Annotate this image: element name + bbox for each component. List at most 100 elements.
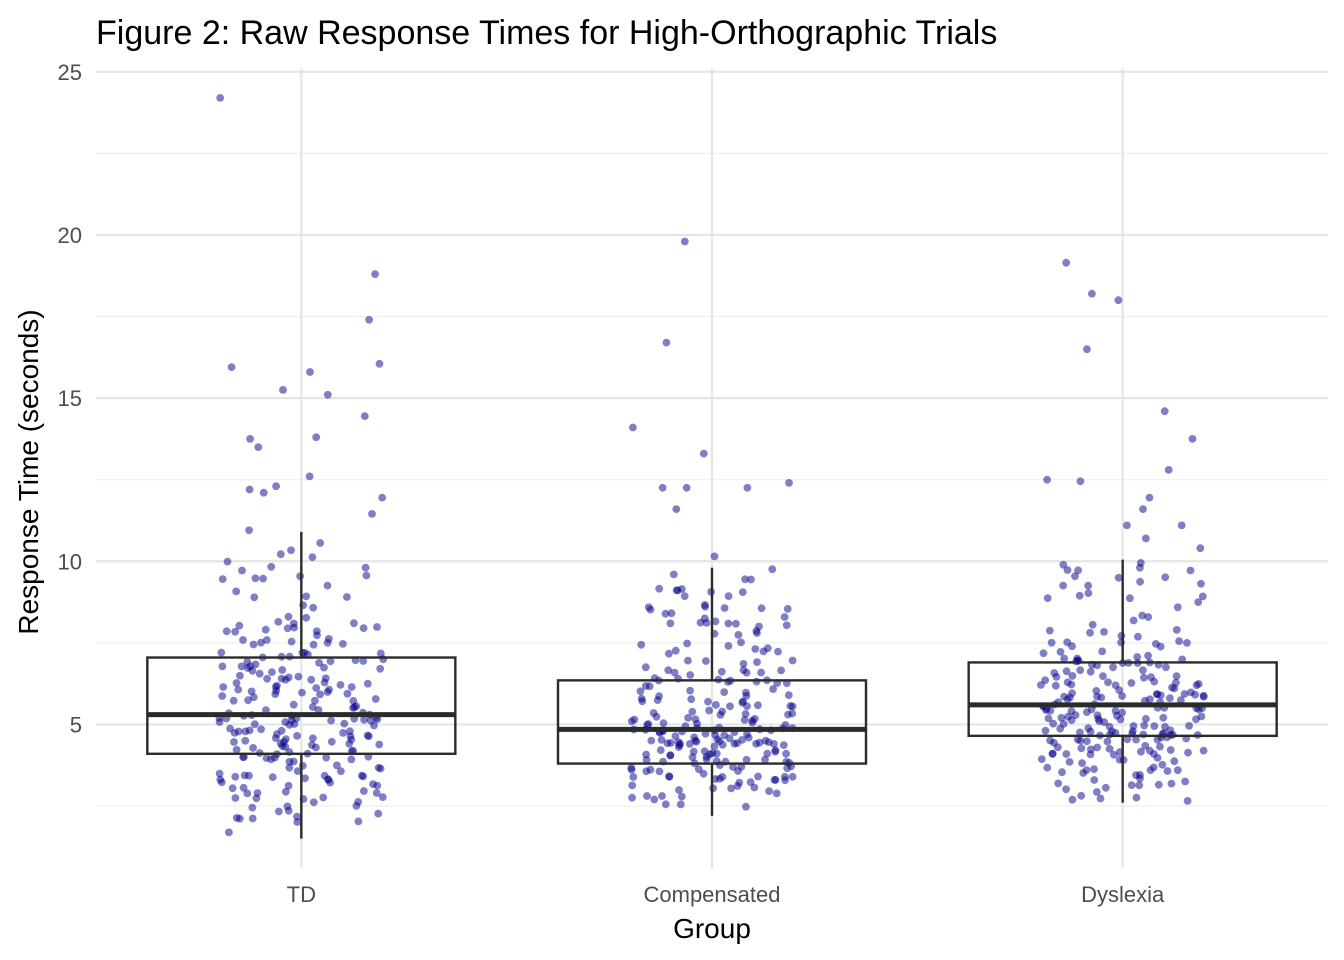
- data-point: [629, 423, 637, 432]
- data-point: [694, 765, 703, 774]
- data-point: [649, 709, 658, 717]
- data-point: [1043, 475, 1051, 484]
- data-point: [1153, 690, 1161, 699]
- data-point: [1090, 765, 1098, 773]
- data-point: [248, 666, 257, 675]
- data-point: [1059, 560, 1068, 569]
- data-point: [1039, 649, 1048, 658]
- data-point: [1068, 642, 1076, 651]
- data-point: [675, 786, 683, 794]
- data-point: [1114, 573, 1123, 582]
- data-point: [287, 546, 295, 555]
- data-point: [1077, 744, 1086, 753]
- data-point: [290, 623, 298, 632]
- data-point: [788, 656, 797, 665]
- data-point: [1170, 757, 1179, 766]
- data-point: [706, 750, 714, 759]
- data-point: [1083, 345, 1091, 354]
- data-point: [376, 664, 385, 673]
- data-point: [1149, 763, 1158, 772]
- y-tick-label: 20: [58, 223, 82, 248]
- data-point: [753, 658, 761, 666]
- data-point: [243, 789, 252, 798]
- data-point: [234, 727, 243, 736]
- data-point: [641, 663, 650, 672]
- data-point: [1074, 566, 1082, 575]
- data-point: [1145, 493, 1154, 502]
- data-point: [686, 686, 694, 695]
- data-point: [739, 660, 748, 668]
- data-point: [1050, 669, 1059, 677]
- y-axis-title: Response Time (seconds): [13, 309, 44, 634]
- data-point: [785, 479, 793, 487]
- data-point: [1076, 477, 1085, 486]
- data-point: [1100, 628, 1108, 636]
- data-point: [361, 563, 370, 572]
- data-point: [753, 629, 761, 637]
- data-point: [364, 732, 373, 741]
- data-point: [280, 737, 288, 746]
- data-point: [1068, 689, 1076, 697]
- data-point: [782, 749, 790, 758]
- data-point: [1142, 715, 1150, 723]
- data-point: [1096, 794, 1105, 803]
- data-point: [1062, 667, 1071, 676]
- data-point: [676, 800, 685, 809]
- data-point: [1056, 648, 1065, 656]
- data-point: [1062, 750, 1071, 758]
- data-point: [262, 636, 271, 644]
- data-point: [784, 691, 793, 699]
- data-point: [754, 772, 762, 781]
- data-point: [1129, 722, 1138, 730]
- data-point: [750, 783, 759, 792]
- data-point: [326, 657, 335, 666]
- data-point: [680, 237, 689, 246]
- data-point: [1076, 666, 1085, 675]
- data-point: [765, 787, 773, 795]
- data-point: [1060, 654, 1069, 663]
- data-point: [1132, 771, 1140, 780]
- data-point: [1199, 746, 1208, 755]
- data-point: [1172, 672, 1181, 680]
- data-point: [1183, 639, 1191, 647]
- data-point: [1057, 714, 1066, 722]
- data-point: [1111, 707, 1120, 715]
- data-point: [650, 795, 659, 804]
- data-point: [711, 617, 720, 626]
- data-point: [278, 666, 287, 674]
- data-point: [658, 792, 666, 800]
- data-point: [237, 662, 246, 671]
- data-point: [1139, 730, 1148, 739]
- data-point: [226, 724, 235, 733]
- data-point: [268, 668, 276, 676]
- data-point: [246, 435, 255, 443]
- x-tick-label: TD: [287, 882, 316, 907]
- data-point: [281, 787, 290, 796]
- data-point: [1104, 678, 1112, 687]
- data-point: [244, 696, 253, 705]
- data-point: [218, 692, 227, 700]
- data-point: [1160, 407, 1169, 416]
- data-point: [726, 702, 734, 711]
- data-point: [1111, 681, 1120, 690]
- box-iqr: [146, 656, 457, 755]
- data-point: [296, 572, 304, 581]
- data-point: [1153, 754, 1162, 762]
- data-point: [1118, 692, 1126, 700]
- data-point: [739, 666, 748, 675]
- data-point: [742, 692, 751, 700]
- data-point: [1088, 289, 1096, 298]
- data-point: [371, 695, 380, 703]
- data-point: [327, 716, 335, 725]
- data-point: [1123, 735, 1132, 744]
- data-point: [677, 792, 686, 801]
- data-point: [284, 781, 293, 790]
- data-point: [699, 449, 708, 458]
- data-point: [359, 657, 368, 665]
- data-point: [281, 675, 290, 684]
- data-point: [1199, 691, 1208, 700]
- data-point: [720, 604, 729, 612]
- y-tick-label: 25: [58, 60, 82, 85]
- data-point: [232, 679, 241, 687]
